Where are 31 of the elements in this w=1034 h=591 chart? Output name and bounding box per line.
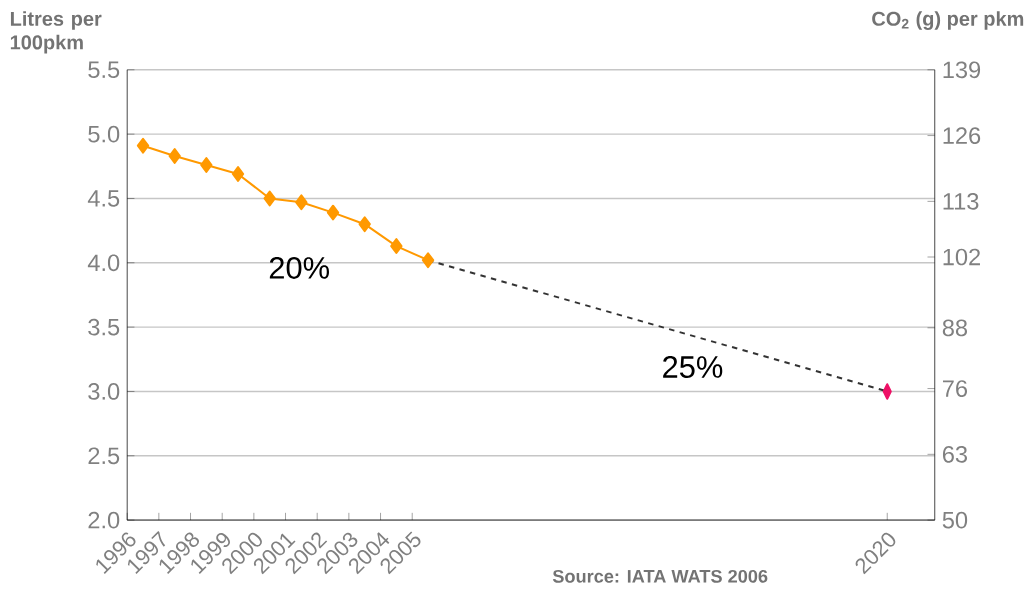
y-tick-label: 4.5	[87, 190, 120, 207]
y2-tick-label: 76	[943, 380, 968, 397]
y-tick-label: 4.0	[87, 254, 120, 272]
y-tick-label: 3.5	[88, 318, 120, 336]
annotation: 20%	[269, 257, 329, 279]
point	[200, 157, 213, 173]
point	[358, 216, 371, 233]
y2-axis-title: CO$_{2}$ (g) per pkm	[872, 11, 1024, 30]
source-note: Source: IATA WATS 2006	[552, 569, 768, 583]
y-tick-label: 3.0	[88, 383, 120, 400]
point	[136, 137, 150, 154]
y-tick-label: 2.5	[88, 447, 120, 465]
y2-tick-label: 102	[943, 248, 980, 266]
y2-tick-label: 126	[943, 127, 981, 144]
point	[390, 238, 403, 254]
y-tick-label: 2.0	[88, 511, 120, 529]
y2-tick-label: 139	[943, 61, 981, 79]
y-tick-label: 5.0	[88, 125, 120, 143]
point	[295, 194, 308, 211]
y2-tick-label: 50	[942, 511, 968, 529]
y-tick-label: 5.5	[88, 61, 120, 79]
point	[168, 148, 181, 164]
y-axis-title: Litres per 100pkm	[10, 11, 102, 54]
point	[231, 166, 245, 182]
point	[263, 190, 276, 207]
y2-tick-label: 88	[942, 319, 968, 337]
y2-tick-label: 63	[942, 445, 968, 463]
y2-tick-label: 113	[943, 193, 979, 210]
annotation: 25%	[663, 356, 723, 378]
point	[326, 204, 340, 221]
point	[421, 252, 435, 269]
